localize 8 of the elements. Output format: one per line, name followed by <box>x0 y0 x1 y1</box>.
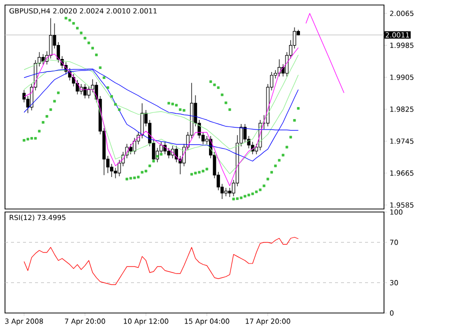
candlestick <box>278 58 281 77</box>
line-series <box>306 13 344 94</box>
candlestick <box>129 144 132 155</box>
candlestick <box>49 18 52 59</box>
candlestick <box>224 188 228 197</box>
candlestick <box>41 54 45 65</box>
candlestick <box>87 86 90 99</box>
candlestick <box>140 102 144 139</box>
